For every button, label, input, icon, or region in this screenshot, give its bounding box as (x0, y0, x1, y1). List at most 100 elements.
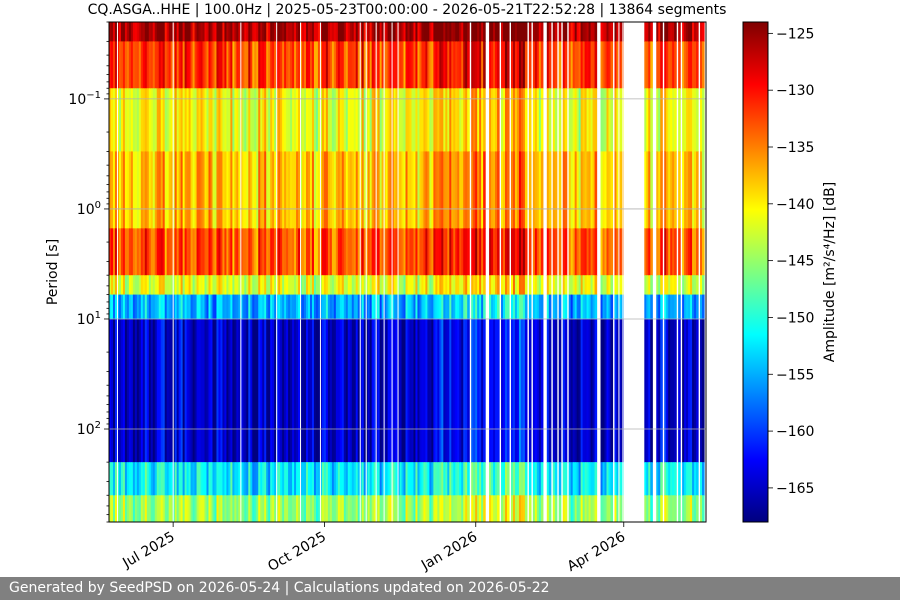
heatmap-cell (290, 275, 293, 296)
heatmap-cell (431, 151, 434, 229)
heatmap-cell (280, 151, 283, 229)
heatmap-cell (489, 495, 492, 522)
heatmap-cell (407, 228, 411, 276)
heatmap-cell (503, 275, 506, 296)
heatmap-cell (140, 228, 144, 276)
heatmap-cell (528, 495, 532, 522)
heatmap-cell (391, 41, 395, 89)
heatmap-cell (433, 22, 436, 42)
heatmap-cell (568, 41, 572, 89)
heatmap-cell (323, 318, 327, 463)
heatmap-cell (666, 228, 669, 276)
heatmap-cell (224, 228, 228, 276)
heatmap-cell (250, 88, 253, 153)
heatmap-cell (528, 294, 532, 320)
heatmap-cell (337, 294, 341, 320)
heatmap-cell (212, 228, 216, 276)
heatmap-cell (198, 22, 202, 42)
heatmap-cell (614, 495, 618, 522)
heatmap-cell (465, 228, 468, 276)
heatmap-cell (321, 495, 325, 522)
heatmap-cell (337, 462, 341, 496)
heatmap-cell (154, 22, 158, 42)
heatmap-cell (292, 318, 295, 463)
heatmap-cell (198, 462, 202, 496)
heatmap-cell (558, 41, 562, 89)
heatmap-cell (584, 151, 588, 229)
heatmap-cell (411, 462, 415, 496)
heatmap-cell (694, 22, 697, 42)
heatmap-cell (433, 495, 436, 522)
heatmap-cell (230, 294, 233, 320)
heatmap-cell (282, 318, 285, 463)
heatmap-cell (700, 22, 703, 42)
heatmap-cell (176, 151, 180, 229)
x-axis: Jul 2025 Oct 2025 Jan 2026 Apr 2026 (119, 522, 628, 575)
heatmap-cell (112, 22, 116, 42)
heatmap-cell (419, 294, 423, 320)
heatmap-cell (126, 151, 130, 229)
heatmap-cell (162, 22, 166, 42)
heatmap-cell (214, 88, 218, 153)
heatmap-cell (256, 22, 259, 42)
heatmap-cell (702, 41, 705, 89)
colorbar-tick-label: −125 (776, 26, 814, 42)
heatmap-cell (180, 294, 184, 320)
heatmap-cell (122, 151, 126, 229)
heatmap-cell (282, 41, 285, 89)
heatmap-cell (174, 228, 178, 276)
heatmap-cell (244, 151, 247, 229)
heatmap-cell (164, 495, 168, 522)
heatmap-cell (363, 88, 367, 153)
heatmap-cell (664, 151, 667, 229)
heatmap-cell (443, 495, 446, 522)
heatmap-cell (514, 88, 518, 153)
heatmap-cell (146, 318, 150, 463)
heatmap-cell (435, 41, 438, 89)
heatmap-cell (447, 495, 450, 522)
heatmap-cell (331, 41, 335, 89)
heatmap-cell (373, 41, 377, 89)
heatmap-cell (118, 88, 122, 153)
heatmap-cell (427, 318, 430, 463)
heatmap-cell (240, 294, 243, 320)
heatmap-cell (568, 151, 572, 229)
heatmap-cell (198, 275, 202, 296)
heatmap-cell (186, 462, 190, 496)
heatmap-cell (399, 318, 403, 463)
heatmap-cell (196, 462, 200, 496)
heatmap-cell (536, 294, 540, 320)
heatmap-cell (381, 462, 385, 496)
heatmap-cell (604, 41, 608, 89)
heatmap-cell (302, 88, 305, 153)
heatmap-cell (401, 22, 405, 42)
heatmap-cell (514, 275, 518, 296)
heatmap-cell (467, 41, 470, 89)
heatmap-cell (696, 495, 699, 522)
colorbar-ticks: −125−130−135−140−145−150−155−160−165 (768, 26, 814, 497)
heatmap-cell (475, 41, 478, 89)
heatmap-cell (401, 151, 405, 229)
heatmap-cell (146, 495, 150, 522)
heatmap-cell (532, 495, 536, 522)
heatmap-cell (538, 495, 542, 522)
heatmap-cell (156, 151, 160, 229)
heatmap-cell (582, 228, 586, 276)
heatmap-cell (477, 151, 480, 229)
heatmap-cell (284, 318, 287, 463)
heatmap-cell (190, 88, 194, 153)
heatmap-cell (692, 275, 695, 296)
heatmap-cell (441, 318, 444, 463)
heatmap-cell (459, 88, 462, 153)
heatmap-cell (682, 151, 685, 229)
heatmap-cell (473, 495, 476, 522)
heatmap-cell (355, 88, 359, 153)
heatmap-cell (170, 228, 174, 276)
heatmap-cell (461, 88, 464, 153)
heatmap-cell (620, 88, 624, 153)
heatmap-cell (188, 22, 192, 42)
heatmap-cell (592, 88, 596, 153)
heatmap-cell (433, 88, 436, 153)
heatmap-cell (202, 318, 206, 463)
heatmap-cell (306, 318, 309, 463)
